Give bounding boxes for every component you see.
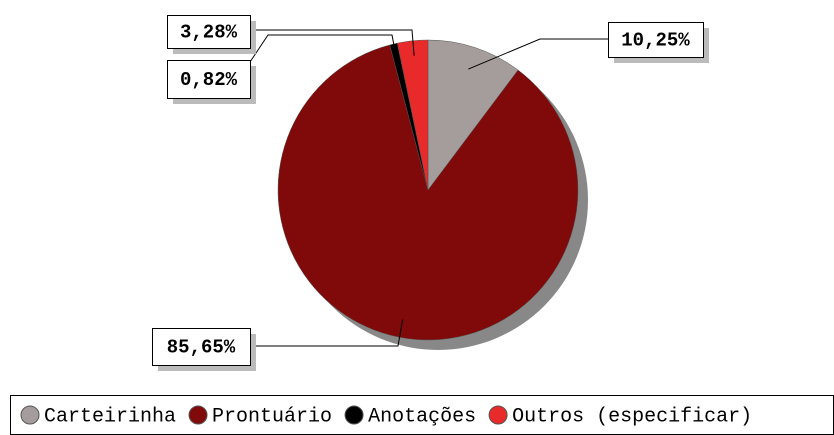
data-label: 85,65%	[167, 337, 236, 359]
leader-line	[468, 38, 608, 70]
legend-label: Carteirinha	[44, 405, 176, 428]
legend-swatch	[20, 405, 40, 425]
legend-swatch	[488, 405, 508, 425]
legend-label: Prontuário	[212, 405, 332, 428]
label-box	[167, 15, 251, 49]
leader-line	[250, 319, 404, 347]
pie-slice	[427, 39, 519, 191]
label-box	[152, 328, 251, 366]
label-box	[608, 22, 704, 58]
data-label: 3,28%	[180, 22, 238, 44]
legend-label: Outros (especificar)	[512, 405, 752, 428]
legend-label: Anotações	[368, 405, 476, 428]
legend-swatch	[344, 405, 364, 425]
leader-line	[249, 34, 396, 63]
data-label: 10,25%	[621, 30, 690, 52]
legend-swatch	[188, 405, 208, 425]
data-label: 0,82%	[180, 69, 238, 91]
leader-line	[250, 29, 415, 56]
label-box	[167, 60, 251, 99]
